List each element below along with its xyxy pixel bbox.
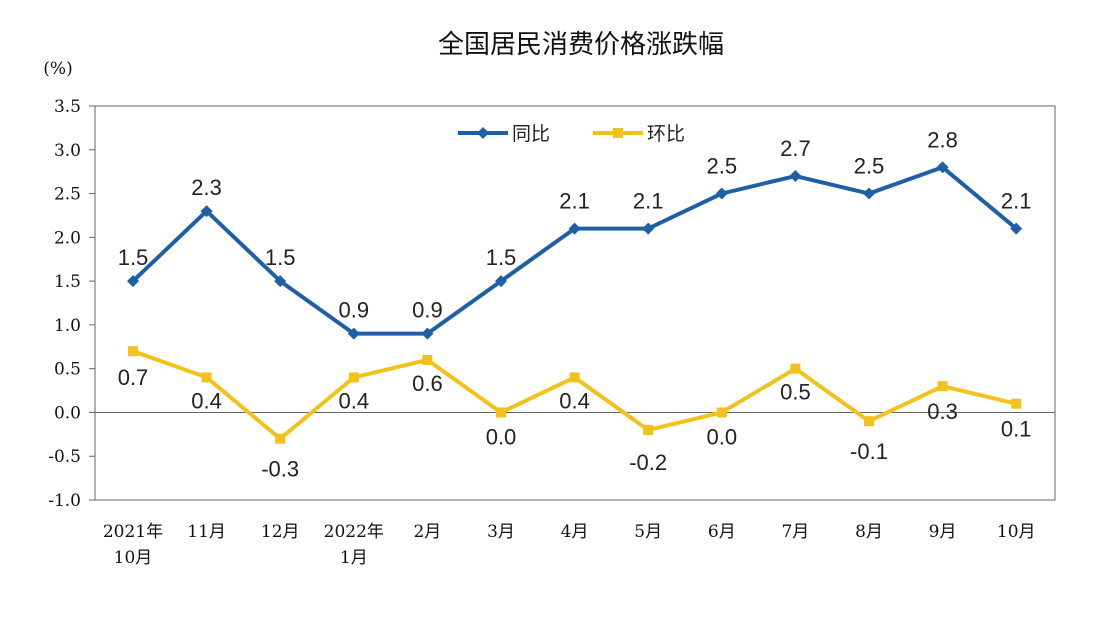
y-tick-label: 2.0 bbox=[54, 228, 81, 248]
mom-point bbox=[496, 407, 506, 418]
x-tick-label: 2021年 10月 bbox=[103, 522, 163, 568]
mom-point bbox=[643, 424, 654, 435]
y-axis-ticks: 3.5 3.0 2.5 2.0 1.5 1.0 0.5 0.0 -0.5 -1.0 bbox=[48, 97, 95, 511]
yoy-data-label: 2.1 bbox=[633, 189, 664, 214]
mom-data-label: 0.0 bbox=[707, 424, 738, 449]
yoy-data-label: 1.5 bbox=[486, 245, 517, 270]
yoy-point bbox=[715, 187, 728, 200]
mom-point bbox=[864, 416, 874, 427]
mom-data-label: 0.3 bbox=[927, 399, 958, 424]
mom-point bbox=[275, 433, 286, 444]
x-tick-label: 3月 bbox=[487, 522, 515, 542]
yoy-point bbox=[642, 222, 655, 235]
x-tick-label: 11月 bbox=[187, 522, 226, 542]
y-tick-label: 1.5 bbox=[54, 272, 81, 292]
yoy-data-label: 2.5 bbox=[707, 154, 738, 179]
mom-point bbox=[716, 407, 727, 418]
x-axis-ticks: 2021年 10月 11月 12月 2022年 1月 2月 3月 4月 5月 6月 7月 8月 9月 10月 bbox=[103, 522, 1036, 568]
yoy-point bbox=[274, 275, 287, 288]
x-tick-label: 12月 bbox=[261, 522, 300, 542]
mom-data-label: 0.6 bbox=[412, 371, 443, 396]
yoy-point bbox=[127, 275, 139, 288]
yoy-data-label: 0.9 bbox=[339, 298, 370, 323]
legend-label: 环比 bbox=[647, 123, 685, 145]
chart-title: 全国居民消费价格涨跌幅 bbox=[438, 30, 724, 60]
yoy-point bbox=[1010, 222, 1023, 235]
mom-point bbox=[790, 363, 801, 374]
mom-point bbox=[348, 372, 359, 383]
yoy-point bbox=[568, 222, 581, 235]
yoy-data-label: 2.1 bbox=[559, 189, 590, 214]
yoy-data-label: 2.5 bbox=[854, 154, 885, 179]
legend: 同比 环比 bbox=[458, 123, 685, 145]
mom-data-label: 0.5 bbox=[780, 380, 811, 405]
x-tick-label: 2月 bbox=[413, 522, 441, 542]
x-tick-label: 6月 bbox=[708, 522, 736, 542]
yoy-point bbox=[200, 205, 213, 218]
yoy-data-label: 0.9 bbox=[412, 298, 443, 323]
y-tick-label: 3.0 bbox=[54, 141, 81, 161]
mom-data-label: -0.3 bbox=[261, 457, 299, 482]
mom-point bbox=[128, 346, 138, 357]
mom-point bbox=[1011, 398, 1022, 409]
yoy-data-label: 2.7 bbox=[780, 136, 811, 161]
x-tick-label: 2022年 1月 bbox=[324, 522, 384, 568]
mom-point bbox=[422, 354, 433, 365]
legend-swatch-marker bbox=[613, 128, 623, 138]
y-tick-label: 0.0 bbox=[54, 403, 81, 423]
mom-point bbox=[937, 381, 948, 392]
y-tick-label: 3.5 bbox=[54, 97, 81, 117]
y-tick-label: 1.0 bbox=[54, 316, 81, 336]
mom-data-label: 0.7 bbox=[118, 365, 149, 390]
mom-data-label: 0.4 bbox=[191, 388, 222, 413]
mom-point bbox=[569, 372, 580, 383]
yoy-point bbox=[863, 187, 875, 200]
y-unit-label: (%) bbox=[43, 59, 72, 79]
data-labels-group: 1.5 2.3 1.5 0.9 0.9 1.5 2.1 2.1 2.5 2.7 2.5 2.8 2.1 0… bbox=[118, 127, 1032, 481]
yoy-point bbox=[936, 161, 949, 174]
y-tick-label: -1.0 bbox=[48, 491, 81, 511]
y-tick-label: 2.5 bbox=[54, 185, 81, 205]
yoy-data-label: 2.3 bbox=[191, 175, 222, 200]
mom-data-label: 0.1 bbox=[1001, 417, 1032, 442]
yoy-data-label: 2.1 bbox=[1001, 189, 1032, 214]
yoy-data-label: 2.8 bbox=[927, 127, 958, 152]
legend-swatch-marker bbox=[477, 127, 489, 139]
plot-area-frame bbox=[94, 105, 1056, 501]
mom-point bbox=[201, 372, 212, 383]
x-tick-label: 8月 bbox=[855, 522, 883, 542]
yoy-data-label: 1.5 bbox=[118, 245, 149, 270]
mom-data-label: 0.0 bbox=[486, 424, 517, 449]
x-tick-label: 9月 bbox=[929, 522, 957, 542]
x-tick-label: 10月 bbox=[997, 522, 1036, 542]
mom-data-label: 0.4 bbox=[559, 388, 590, 413]
y-tick-label: 0.5 bbox=[54, 360, 81, 380]
yoy-point bbox=[495, 275, 507, 288]
x-tick-label: 5月 bbox=[634, 522, 662, 542]
y-tick-label: -0.5 bbox=[48, 447, 81, 467]
mom-data-label: -0.2 bbox=[629, 450, 667, 475]
mom-data-label: -0.1 bbox=[850, 439, 888, 464]
yoy-data-label: 1.5 bbox=[265, 245, 296, 270]
yoy-point bbox=[421, 327, 434, 340]
mom-data-label: 0.4 bbox=[339, 388, 370, 413]
x-tick-label: 7月 bbox=[781, 522, 809, 542]
yoy-point bbox=[789, 170, 802, 183]
series-group bbox=[127, 161, 1023, 444]
yoy-point bbox=[347, 327, 360, 340]
legend-label: 同比 bbox=[512, 123, 550, 145]
x-tick-label: 4月 bbox=[561, 522, 589, 542]
